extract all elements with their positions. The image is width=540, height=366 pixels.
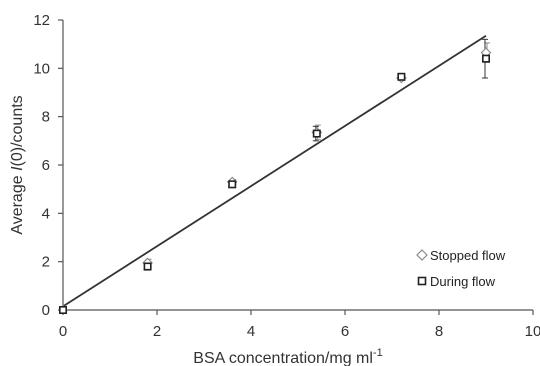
data-point-during-flow <box>481 54 490 63</box>
y-tick-label: 6 <box>42 157 50 174</box>
data-point-during-flow <box>312 129 321 138</box>
y-tick-label: 8 <box>42 109 50 126</box>
x-tick-label: 4 <box>247 323 255 340</box>
x-tick-label: 0 <box>59 323 67 340</box>
x-tick-label: 2 <box>153 323 161 340</box>
legend-item-stopped-flow: Stopped flow <box>416 248 506 263</box>
x-tick-label: 6 <box>341 323 349 340</box>
data-point-during-flow <box>397 72 406 81</box>
square-marker-icon <box>417 276 427 286</box>
x-tick-label: 10 <box>525 323 540 340</box>
legend-label-during-flow: During flow <box>430 274 496 289</box>
fit-line <box>62 34 487 308</box>
diamond-marker-icon <box>416 249 428 261</box>
y-tick-label: 4 <box>42 205 50 222</box>
x-axis-title: BSA concentration/mg ml-1 <box>193 347 382 366</box>
legend-label-stopped-flow: Stopped flow <box>430 248 506 263</box>
plot-area <box>57 34 492 316</box>
x-tick-label: 8 <box>435 323 443 340</box>
data-point-during-flow <box>143 262 152 271</box>
axes <box>62 20 533 311</box>
data-point-during-flow <box>58 305 67 314</box>
legend-item-during-flow: During flow <box>417 274 496 289</box>
y-axis-title: Average I(0)/counts <box>9 95 26 234</box>
y-tick-label: 0 <box>42 302 50 319</box>
legend: Stopped flow During flow <box>416 248 506 289</box>
ticks: 0 2 4 6 8 10 0 2 4 6 8 10 12 <box>33 12 540 340</box>
data-point-during-flow <box>228 180 237 189</box>
y-tick-label: 10 <box>33 60 50 77</box>
y-tick-label: 12 <box>33 12 50 29</box>
y-tick-label: 2 <box>42 254 50 271</box>
